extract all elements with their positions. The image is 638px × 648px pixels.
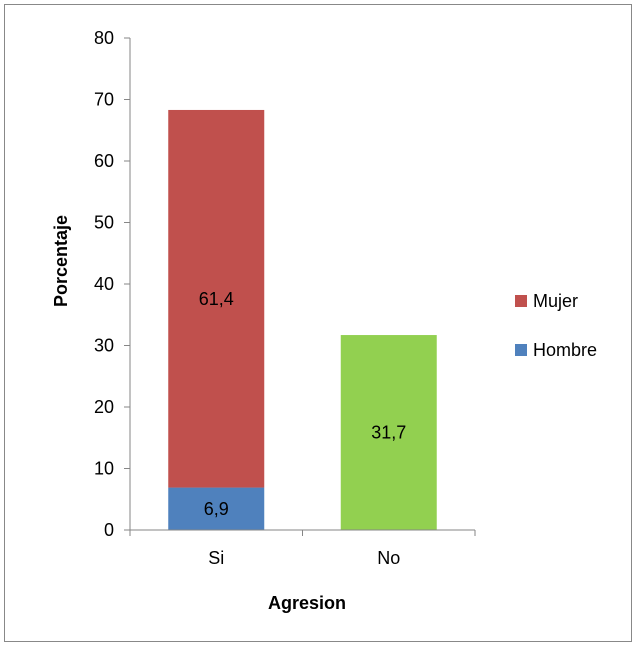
- bar: [168, 109, 265, 488]
- y-tick-label: 40: [94, 274, 114, 294]
- x-tick-label: No: [377, 548, 400, 568]
- legend-label: Hombre: [533, 340, 597, 360]
- legend-swatch: [515, 344, 527, 356]
- data-label: 31,7: [371, 423, 406, 443]
- legend: Mujer Hombre: [515, 291, 597, 360]
- legend-label: Mujer: [533, 291, 578, 311]
- data-label: 61,4: [199, 289, 234, 309]
- y-tick-label: 10: [94, 459, 114, 479]
- y-axis-title: Porcentaje: [51, 215, 71, 307]
- y-tick-label: 70: [94, 90, 114, 110]
- y-tick-label: 60: [94, 151, 114, 171]
- x-tick-label: Si: [208, 548, 224, 568]
- chart-frame: 0 10 20 30 40 50 60 70 80 6,9 61,4 31,7 Si No Porce…: [4, 4, 632, 642]
- y-tick-label: 80: [94, 28, 114, 48]
- x-axis-title: Agresion: [268, 593, 346, 613]
- y-tick-label: 50: [94, 213, 114, 233]
- y-tick-label: 30: [94, 336, 114, 356]
- data-labels: 6,9 61,4 31,7: [199, 289, 407, 519]
- y-tick-label: 0: [104, 520, 114, 540]
- stacked-bar-chart: 0 10 20 30 40 50 60 70 80 6,9 61,4 31,7 Si No Porce…: [51, 28, 597, 613]
- bar: [340, 335, 437, 530]
- x-axis-ticks: Si No: [129, 530, 476, 568]
- bar: [168, 487, 265, 530]
- data-label: 6,9: [204, 499, 229, 519]
- y-axis-ticks: 0 10 20 30 40 50 60 70 80: [94, 28, 130, 540]
- legend-swatch: [515, 295, 527, 307]
- bars: [168, 109, 437, 530]
- y-tick-label: 20: [94, 397, 114, 417]
